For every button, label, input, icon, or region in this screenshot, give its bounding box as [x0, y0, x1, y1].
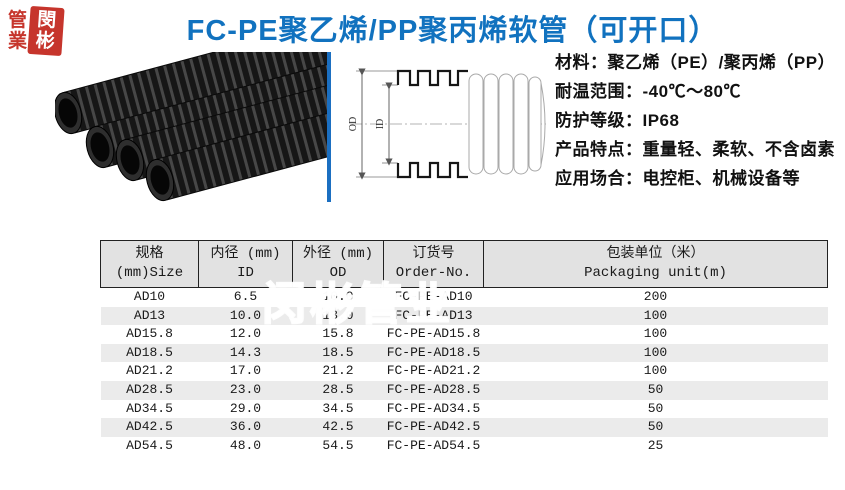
table-cell: 48.0	[229, 437, 262, 453]
corrugated-tubes-image	[55, 52, 327, 202]
table-cell: 14.3	[229, 344, 262, 360]
column-header: 订货号 Order-No.	[383, 240, 484, 288]
table-cell: FC-PE-AD34.5	[386, 400, 481, 416]
table-cell: 42.5	[322, 419, 354, 435]
table-cell: AD54.5	[126, 437, 173, 453]
column-header: 规格 (mm)Size	[100, 240, 199, 288]
table-cell: 34.5	[322, 400, 354, 416]
logo-char: 業	[8, 30, 28, 52]
table-cell: AD18.5	[126, 344, 173, 360]
table-cell: 200	[643, 289, 668, 304]
logo-side-characters: 管 業	[8, 9, 28, 52]
table-cell: FC-PE-AD10	[394, 289, 473, 304]
table-cell: AD13	[133, 307, 166, 323]
blue-accent-bar	[327, 52, 331, 202]
table-cell: 50	[647, 381, 664, 397]
spec-line: 产品特点：重量轻、柔软、不含卤素	[555, 140, 835, 159]
technical-drawing: OD ID	[348, 55, 550, 190]
od-label: OD	[348, 117, 359, 131]
table-cell: 100	[643, 326, 668, 342]
company-seal-logo: 管 業 閔 彬	[8, 3, 66, 59]
table-row: AD28.5 23.0 28.5 FC-PE-AD28.5 50	[100, 380, 828, 400]
table-cell: AD34.5	[126, 400, 173, 416]
table-cell: AD42.5	[126, 419, 173, 435]
table-cell: 29.0	[229, 400, 262, 416]
table-cell: AD10	[133, 289, 166, 304]
tube-dimension-diagram: OD ID	[348, 68, 546, 180]
table-cell: 12.0	[229, 326, 262, 342]
logo-char: 閔	[36, 9, 57, 32]
logo-red-seal: 閔 彬	[27, 5, 65, 57]
spec-line: 应用场合：电控柜、机械设备等	[555, 169, 800, 188]
spec-line: 耐温范围：-40℃～80℃	[555, 82, 741, 101]
table-cell: FC-PE-AD21.2	[386, 363, 481, 379]
table-cell: AD21.2	[126, 363, 173, 379]
table-cell: 17.0	[229, 363, 262, 379]
table-cell: AD15.8	[126, 326, 173, 342]
column-header: 内径 (mm) ID	[198, 240, 293, 288]
table-cell: 15.8	[322, 326, 354, 342]
product-photo	[55, 52, 327, 230]
table-cell: 54.5	[322, 437, 354, 453]
table-cell: FC-PE-AD15.8	[386, 326, 481, 342]
table-cell: FC-PE-AD18.5	[386, 344, 481, 360]
table-cell: FC-PE-AD28.5	[386, 381, 481, 397]
table-cell: 18.5	[322, 344, 354, 360]
product-spec-table: 规格 (mm)Size 内径 (mm) ID 外径 (mm) OD 订货号 Order…	[100, 240, 828, 455]
table-row: AD21.2 17.0 21.2 FC-PE-AD21.2 100	[101, 362, 828, 381]
spec-line: 材料：聚乙烯（PE）/聚丙烯（PP）	[555, 53, 836, 72]
table-row: AD10 6.5 10.0 FC-PE-AD10 200	[101, 288, 828, 307]
table-cell: 13.0	[322, 307, 354, 323]
table-row: AD13 10.0 13.0 FC-PE-AD13 100	[100, 306, 828, 326]
table-cell: 25	[647, 437, 664, 453]
table-row: AD54.5 48.0 54.5 FC-PE-AD54.5 25	[101, 437, 828, 456]
table-cell: 36.0	[229, 419, 262, 435]
table-row: AD34.5 29.0 34.5 FC-PE-AD34.5 50	[101, 400, 828, 419]
table-row: AD42.5 36.0 42.5 FC-PE-AD42.5 50	[100, 418, 828, 437]
table-cell: 50	[647, 400, 664, 416]
table-cell: 100	[643, 344, 668, 360]
table-cell: 6.5	[233, 289, 258, 304]
table-cell: FC-PE-AD13	[394, 307, 473, 323]
table-cell: 10.0	[229, 307, 262, 323]
column-header: 包装单位（米） Packaging unit(m)	[483, 240, 828, 288]
table-cell: FC-PE-AD54.5	[386, 437, 481, 453]
page-title: FC-PE聚乙烯/PP聚丙烯软管（可开口）	[186, 15, 719, 47]
table-cell: 50	[647, 419, 664, 435]
logo-char: 彬	[35, 30, 56, 53]
table-cell: 23.0	[229, 381, 262, 397]
spec-line: 防护等级：IP68	[555, 111, 680, 130]
column-header: 外径 (mm) OD	[292, 240, 384, 288]
table-row: AD15.8 12.0 15.8 FC-PE-AD15.8 100	[101, 325, 828, 344]
table-cell: AD28.5	[126, 381, 173, 397]
product-specs: 材料：聚乙烯（PE）/聚丙烯（PP） 耐温范围：-40℃～80℃ 防护等级：IP68…	[555, 48, 845, 193]
table-header-row: 规格 (mm)Size 内径 (mm) ID 外径 (mm) OD 订货号 Order…	[100, 240, 828, 288]
table-cell: 100	[643, 363, 668, 379]
spec-table-container: 规格 (mm)Size 内径 (mm) ID 外径 (mm) OD 订货号 Order…	[100, 240, 828, 455]
table-cell: 21.2	[322, 363, 354, 379]
id-label: ID	[375, 119, 386, 130]
logo-char: 管	[8, 9, 28, 31]
table-cell: 10.0	[322, 289, 354, 304]
table-row: AD18.5 14.3 18.5 FC-PE-AD18.5 100	[100, 343, 828, 363]
table-cell: FC-PE-AD42.5	[386, 419, 481, 435]
table-cell: 28.5	[322, 381, 354, 397]
table-cell: 100	[643, 307, 668, 323]
